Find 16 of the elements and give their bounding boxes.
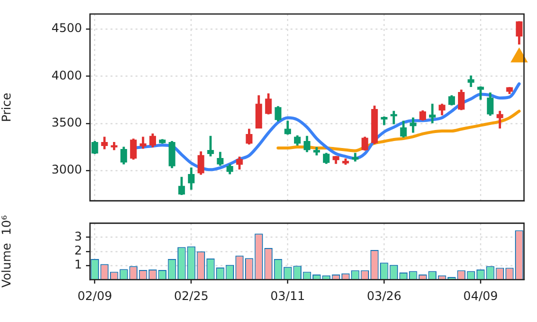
y-tick-label: 3000 — [51, 162, 82, 177]
y-tick-label: 4500 — [51, 21, 82, 36]
y-tick-label: 1 — [74, 258, 82, 272]
x-tick-label: 03/11 — [270, 288, 306, 303]
candlestick — [390, 110, 398, 124]
y-tick-label: 3 — [74, 229, 82, 244]
y-tick-label: 4000 — [51, 68, 82, 82]
y-axis-title: Price — [0, 92, 14, 122]
x-tick-label: 02/09 — [78, 288, 112, 303]
x-tick-label: 02/25 — [174, 288, 209, 303]
y-tick-label: 3500 — [51, 116, 82, 130]
x-tick-label: 04/09 — [463, 288, 498, 303]
y-axis-title: Volume 10⁶ — [0, 215, 14, 288]
x-tick-label: 03/26 — [366, 288, 402, 303]
y-tick-label: 2 — [74, 244, 82, 258]
candlestick — [429, 104, 436, 124]
